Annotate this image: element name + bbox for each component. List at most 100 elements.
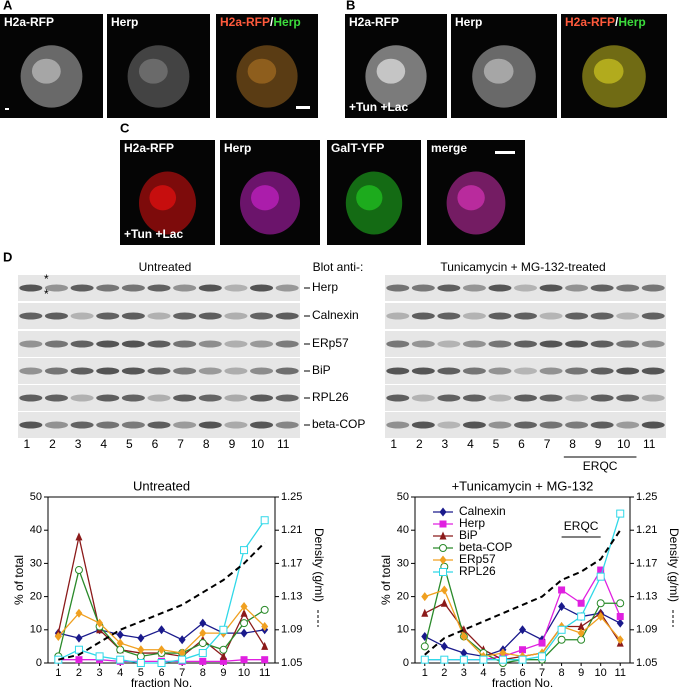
blot-band xyxy=(539,340,563,348)
x-tick-label: 3 xyxy=(97,667,103,679)
image-label-part: Herp xyxy=(111,15,138,29)
data-point xyxy=(199,657,207,665)
blot-band xyxy=(616,421,640,429)
data-point xyxy=(440,641,448,651)
data-point xyxy=(240,619,249,628)
y-tick-label: 40 xyxy=(397,524,409,536)
blot-band xyxy=(224,367,248,375)
blot-band xyxy=(70,394,94,402)
blot-band xyxy=(44,421,68,429)
y2-tick-label: 1.21 xyxy=(636,524,657,536)
panel-label: B xyxy=(346,0,355,12)
blot-band xyxy=(70,421,94,429)
image-label: H2a-RFP/Herp xyxy=(220,15,301,29)
blot-band xyxy=(250,340,274,348)
cell-signal xyxy=(593,58,624,84)
blot-band xyxy=(121,284,145,292)
y-tick-label: 0 xyxy=(403,657,409,669)
x-tick-label: 11 xyxy=(259,667,270,679)
image-label-part: H2a-RFP xyxy=(349,15,399,29)
blot-band xyxy=(488,340,512,348)
image-label-part: merge xyxy=(431,141,467,155)
blot-band xyxy=(641,340,665,348)
blot-band xyxy=(275,340,299,348)
data-point xyxy=(240,628,248,638)
lane-label: 3 xyxy=(75,437,82,451)
blot-band xyxy=(590,394,614,402)
blot-band xyxy=(96,284,120,292)
blot-band xyxy=(70,367,94,375)
blot-band xyxy=(462,312,486,320)
blot-band xyxy=(250,394,274,402)
data-point xyxy=(439,507,447,517)
image-label: merge xyxy=(431,141,467,155)
blot-band xyxy=(19,367,43,375)
x-tick-label: 2 xyxy=(441,667,447,679)
blot-band xyxy=(96,394,120,402)
blot-band xyxy=(386,340,410,348)
data-point xyxy=(498,655,507,664)
x-tick-label: 2 xyxy=(76,667,82,679)
x-tick-label: 9 xyxy=(220,667,226,679)
blot-band xyxy=(224,312,248,320)
blot-band xyxy=(147,312,171,320)
data-point xyxy=(616,599,625,608)
blot-band xyxy=(70,312,94,320)
scale-bar xyxy=(296,106,310,109)
y2-tick-label: 1.25 xyxy=(281,491,302,503)
image-label-part: H2a-RFP xyxy=(124,141,174,155)
blot-band xyxy=(44,284,68,292)
series-line xyxy=(424,529,622,656)
y-tick-label: 0 xyxy=(36,657,42,669)
data-point xyxy=(96,618,104,628)
blot-band xyxy=(514,284,537,292)
blot-band xyxy=(411,284,435,292)
blot-band xyxy=(437,367,461,375)
blot-band xyxy=(198,284,222,292)
blot-band xyxy=(539,394,563,402)
blot-band xyxy=(565,284,589,292)
blot-band xyxy=(386,421,410,429)
y-axis-label: % of total xyxy=(12,555,26,605)
blot-band xyxy=(19,421,43,429)
data-point xyxy=(75,656,83,664)
data-point xyxy=(499,648,507,658)
blot-band xyxy=(275,312,299,320)
blot-band xyxy=(19,394,43,402)
panel-label: D xyxy=(3,249,12,264)
image-label-part: GalT-YFP xyxy=(331,141,384,155)
blot-band xyxy=(224,284,248,292)
data-point xyxy=(240,608,248,617)
legend-label: Herp xyxy=(459,516,485,530)
blot-band xyxy=(616,312,640,320)
blot-band xyxy=(275,367,299,375)
image-label: H2a-RFP/Herp xyxy=(565,15,646,29)
blot-band xyxy=(19,340,43,348)
image-label-part: Herp xyxy=(455,15,482,29)
x-tick-label: 10 xyxy=(595,667,607,679)
cell-signal xyxy=(247,58,277,84)
data-point xyxy=(116,655,125,664)
blot-band xyxy=(616,367,640,375)
data-point xyxy=(75,532,83,541)
y2-tick-label: 1.05 xyxy=(636,657,657,669)
image-note: +Tun +Lac xyxy=(349,100,408,114)
blot-band xyxy=(96,421,120,429)
y-tick-label: 40 xyxy=(30,524,42,536)
data-point xyxy=(178,635,186,645)
data-point xyxy=(75,633,83,643)
legend-label: Calnexin xyxy=(459,504,506,518)
asterisk: * xyxy=(44,272,49,286)
data-point xyxy=(616,509,625,518)
blot-band xyxy=(121,340,145,348)
x-tick-label: 8 xyxy=(200,667,206,679)
image-label: Herp xyxy=(111,15,138,29)
blot-band xyxy=(96,312,120,320)
lane-label: 4 xyxy=(467,437,474,451)
blot-band xyxy=(616,284,640,292)
data-point xyxy=(75,608,83,618)
blot-band xyxy=(488,284,512,292)
data-point xyxy=(158,645,165,655)
y-tick-label: 50 xyxy=(397,491,409,503)
